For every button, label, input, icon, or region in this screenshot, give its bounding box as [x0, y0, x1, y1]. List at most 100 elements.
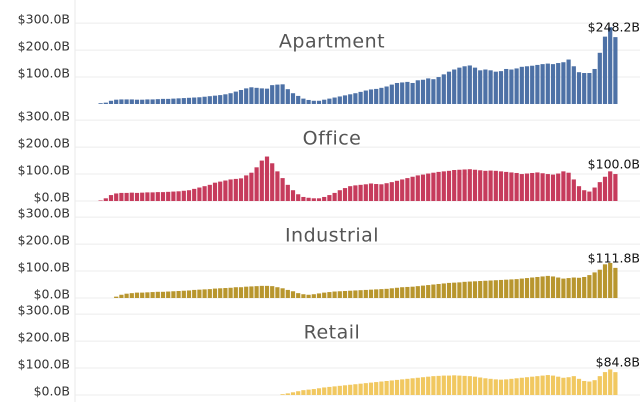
bar: [436, 171, 441, 201]
bar: [452, 170, 457, 201]
bar: [311, 389, 316, 395]
bar: [389, 380, 394, 395]
bar: [337, 385, 342, 395]
bar: [431, 284, 436, 298]
bar: [545, 63, 550, 104]
bar: [192, 289, 197, 298]
bar: [488, 70, 493, 104]
bar: [613, 372, 618, 395]
bar: [290, 190, 296, 201]
bar: [197, 97, 202, 104]
bar: [374, 289, 379, 298]
bar: [238, 287, 244, 298]
bar: [244, 286, 249, 298]
bar: [150, 292, 155, 298]
y-tick-label: $100.0B: [18, 66, 70, 81]
bar: [342, 188, 348, 201]
bar: [426, 78, 431, 104]
bar: [504, 279, 509, 298]
bar: [530, 65, 535, 104]
bar: [374, 88, 379, 104]
bar: [311, 100, 316, 104]
bar: [394, 287, 400, 298]
bar: [150, 192, 155, 201]
bar: [296, 293, 301, 298]
bar: [155, 192, 160, 201]
bar: [264, 156, 270, 201]
bar: [561, 62, 566, 104]
panel-title: Retail: [304, 322, 361, 344]
bar: [316, 100, 322, 104]
bar: [379, 184, 384, 201]
bar: [597, 376, 602, 395]
bar: [436, 283, 441, 298]
bar: [550, 64, 556, 104]
bar: [556, 277, 561, 298]
bar: [228, 179, 233, 201]
bar: [353, 384, 358, 395]
bar: [374, 184, 379, 201]
bar: [353, 290, 358, 298]
bar: [244, 88, 249, 104]
bar: [550, 276, 556, 298]
bar: [280, 178, 285, 201]
bar: [602, 36, 608, 105]
bar: [218, 181, 223, 201]
bar: [540, 173, 545, 201]
bar: [358, 184, 363, 201]
bar: [218, 95, 223, 104]
bar: [249, 87, 254, 104]
bar: [186, 290, 192, 298]
bar: [264, 88, 270, 104]
bar: [186, 97, 192, 104]
bar: [524, 377, 530, 395]
bar: [301, 196, 306, 201]
bar: [368, 289, 374, 298]
bar: [582, 276, 587, 298]
bar: [270, 163, 275, 201]
bar: [498, 71, 504, 104]
bar: [285, 184, 290, 201]
bar: [145, 292, 150, 298]
bar: [493, 280, 498, 298]
bar: [420, 79, 426, 104]
bar: [259, 285, 264, 298]
bar: [322, 99, 327, 104]
bar: [238, 178, 244, 201]
bar: [420, 285, 426, 298]
bar: [587, 73, 592, 104]
bar: [124, 99, 129, 104]
bar: [238, 89, 244, 104]
bar: [306, 99, 311, 104]
bar: [576, 277, 582, 298]
bar: [296, 391, 301, 395]
bar: [306, 389, 311, 395]
bar: [483, 378, 488, 395]
bar: [374, 382, 379, 395]
bar: [483, 69, 488, 104]
bar: [431, 172, 436, 201]
bar: [186, 190, 192, 201]
bar: [176, 98, 181, 104]
bar: [212, 288, 218, 298]
bar: [296, 194, 301, 201]
bar: [504, 68, 509, 104]
bar: [498, 279, 504, 298]
bar: [493, 170, 498, 201]
bar: [171, 98, 176, 104]
bar: [405, 178, 410, 201]
bar: [259, 160, 264, 201]
bar: [545, 275, 550, 298]
bar: [602, 372, 608, 395]
bar: [509, 279, 514, 298]
bar: [576, 186, 582, 201]
bar: [488, 280, 493, 298]
bar: [436, 375, 441, 395]
bar: [426, 376, 431, 395]
bar: [410, 176, 415, 201]
bar: [530, 277, 535, 298]
bar: [514, 378, 519, 395]
bar: [192, 97, 197, 104]
bar: [488, 170, 493, 201]
bar: [394, 379, 400, 395]
